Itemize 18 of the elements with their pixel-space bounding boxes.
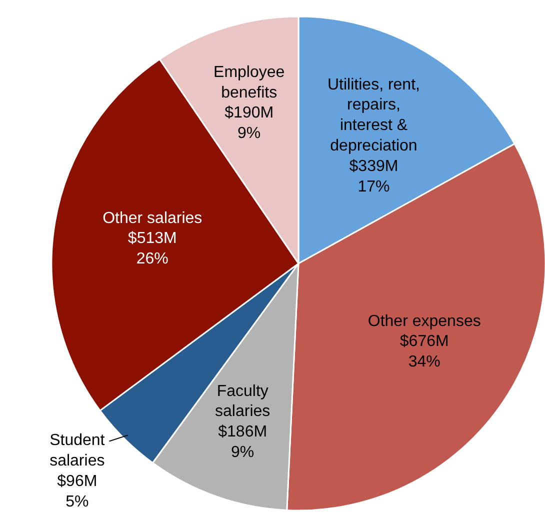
text: 17% — [358, 178, 390, 196]
slice-label: Utilities, rent, repairs, interest & depreciation — [328, 76, 420, 155]
data-label: $513M — [128, 230, 177, 248]
slice-label: Other expenses — [368, 312, 481, 330]
slice-label: Other salaries — [102, 210, 202, 227]
text: 9% — [231, 444, 254, 461]
data-label: $186M — [218, 424, 268, 441]
text: 34% — [408, 354, 440, 371]
slice-label: Employee benefits — [214, 64, 285, 102]
data-label: $96M — [57, 472, 98, 490]
data-label: $190M — [224, 104, 274, 122]
data-label: $339M — [349, 158, 398, 175]
slice-label: Faculty salaries — [215, 382, 270, 420]
slice-label: Student salaries — [50, 432, 106, 470]
text: 5% — [66, 493, 89, 510]
data-label: $676M — [400, 333, 449, 350]
text: 9% — [238, 125, 261, 142]
text: 26% — [136, 250, 168, 268]
